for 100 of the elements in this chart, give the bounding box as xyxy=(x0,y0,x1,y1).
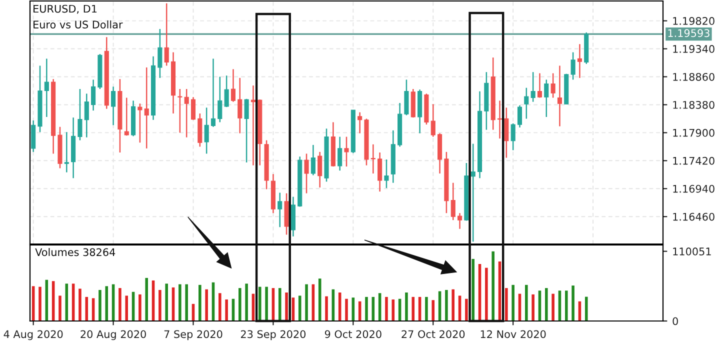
bar xyxy=(198,284,202,321)
candlestick xyxy=(138,102,142,144)
bar xyxy=(564,290,568,321)
candlestick xyxy=(338,136,342,172)
y-tick-label: 1.18860 xyxy=(673,72,714,81)
bar xyxy=(158,290,162,321)
x-tick-label: 4 Aug 2020 xyxy=(4,330,63,340)
candlestick xyxy=(218,76,222,123)
bar xyxy=(205,289,208,321)
candlestick xyxy=(404,79,409,116)
x-tick-label: 27 Oct 2020 xyxy=(402,330,465,338)
bar xyxy=(365,296,368,321)
x-tick-label: 9 Oct 2020 xyxy=(324,330,382,338)
y-tick-label: 1.18380 xyxy=(673,100,714,109)
y-tick-label: 1.19340 xyxy=(673,45,714,53)
candlestick xyxy=(530,71,536,102)
bar xyxy=(285,292,288,321)
bar xyxy=(38,286,42,321)
bar xyxy=(492,251,494,321)
bar xyxy=(425,296,428,321)
bar xyxy=(584,296,588,321)
bar xyxy=(305,284,308,321)
y-tick-label: 1.17420 xyxy=(673,156,714,165)
bar xyxy=(452,289,455,321)
candlestick xyxy=(344,136,349,168)
x-tick-label: 20 Aug 2020 xyxy=(80,330,146,340)
bar xyxy=(178,284,182,321)
bar xyxy=(238,288,242,321)
bar xyxy=(278,288,282,321)
bar xyxy=(65,284,68,321)
candlestick xyxy=(64,131,69,173)
candlestick xyxy=(304,153,309,194)
candlestick xyxy=(570,52,576,80)
bar xyxy=(98,290,102,321)
bar xyxy=(218,293,222,321)
bar xyxy=(432,300,435,321)
bar xyxy=(392,299,395,321)
y-tick-label: 110051 xyxy=(673,248,711,256)
text: Euro vs US Dollar xyxy=(34,20,123,29)
bar xyxy=(85,296,88,321)
bar xyxy=(505,288,508,321)
candlestick xyxy=(550,72,556,98)
candlestick xyxy=(358,112,362,134)
y-tick-label: 1.16940 xyxy=(673,184,714,193)
y-tick-label: 0 xyxy=(672,317,678,326)
candlestick xyxy=(517,104,522,128)
candlestick xyxy=(184,88,189,138)
candlestick xyxy=(44,58,49,118)
bar xyxy=(185,284,188,321)
bar xyxy=(412,296,415,321)
bar xyxy=(78,288,82,321)
bar xyxy=(572,286,574,321)
bar xyxy=(345,298,348,321)
candlestick xyxy=(310,144,316,176)
y-tick-label: 1.16460 xyxy=(673,212,714,221)
candlestick xyxy=(370,144,376,174)
candlestick xyxy=(178,88,182,134)
candlestick xyxy=(557,65,562,127)
chart-title: EURUSD, D1 xyxy=(34,4,97,14)
candlestick xyxy=(204,107,209,154)
candlestick xyxy=(457,212,462,230)
candlestick xyxy=(384,158,389,189)
bar xyxy=(385,296,388,321)
candlestick xyxy=(318,151,322,188)
candlestick xyxy=(198,112,202,148)
candlestick xyxy=(450,182,456,221)
x-tick-label: 23 Sep 2020 xyxy=(240,330,306,340)
candlestick xyxy=(278,192,282,228)
candlestick xyxy=(238,77,242,134)
bar xyxy=(165,284,168,321)
candlestick xyxy=(577,43,582,79)
bar xyxy=(105,286,108,321)
bar xyxy=(118,288,122,321)
candlestick xyxy=(224,74,229,108)
candlestick xyxy=(524,87,529,120)
candlestick xyxy=(190,96,196,121)
candlestick xyxy=(31,120,36,153)
candlestick xyxy=(230,68,236,102)
x-tick-label: 12 Nov 2020 xyxy=(480,330,546,338)
bar xyxy=(245,284,248,321)
ref-line-label: 1.19593 xyxy=(668,29,710,38)
bar xyxy=(58,296,62,321)
candlestick xyxy=(544,79,549,118)
candlestick xyxy=(164,2,169,66)
candlestick xyxy=(378,152,382,192)
bar xyxy=(532,294,534,321)
bar xyxy=(298,296,302,321)
candlestick xyxy=(430,104,436,138)
bar xyxy=(138,294,142,321)
candlestick xyxy=(244,98,249,164)
candlestick xyxy=(111,86,116,126)
bar xyxy=(258,286,262,321)
candlestick xyxy=(537,72,542,98)
bar xyxy=(472,258,474,321)
bar xyxy=(145,278,148,321)
bar xyxy=(265,286,268,321)
bar xyxy=(512,284,514,321)
bar xyxy=(525,284,528,321)
candlestick xyxy=(124,97,129,136)
bar xyxy=(552,294,554,321)
